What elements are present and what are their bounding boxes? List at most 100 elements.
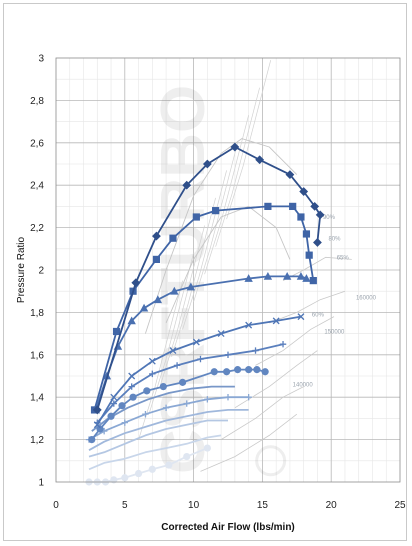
data-point-plus (110, 400, 117, 407)
data-point-circle (234, 366, 242, 374)
data-point-diamond (92, 405, 102, 415)
data-point-circle (118, 402, 126, 410)
data-point-triangle (302, 274, 311, 282)
data-point-circle (96, 425, 104, 433)
efficiency-line (160, 225, 205, 385)
x-axis-title: Corrected Air Flow (lbs/min) (161, 522, 295, 533)
y-tick-label: 1,4 (30, 393, 44, 404)
data-point-square (302, 230, 311, 238)
data-point-x (169, 347, 177, 355)
map-annotations: 160000 150000 140000 90% 80% 65% 60% (293, 215, 377, 388)
chart-frame: CSRFTURBO 160000 150000 140000 90% 80% 65% 60%… (3, 3, 407, 541)
y-tick-label: 2 (38, 266, 44, 277)
data-point-plus (252, 347, 259, 354)
data-point-circle (178, 378, 187, 386)
data-point-x (272, 317, 280, 325)
data-point-circle (143, 387, 151, 395)
data-point-plus (197, 355, 204, 363)
y-axis-title: Pressure Ratio (16, 236, 27, 303)
plot-area-border (55, 57, 401, 483)
series-line (88, 409, 249, 451)
data-point-x (93, 421, 101, 429)
data-point-square (212, 207, 220, 215)
data-point-circle (121, 474, 129, 482)
data-point-square (264, 202, 272, 210)
map-annotation: 90% (323, 215, 336, 221)
data-point-diamond (230, 142, 240, 152)
y-tick-label: 1,8 (30, 308, 44, 319)
y-tick-label: 2,4 (30, 181, 44, 192)
y-tick-label: 1,6 (30, 350, 44, 361)
data-point-triangle (153, 295, 163, 304)
data-point-triangle (244, 274, 253, 282)
data-point-diamond (131, 278, 141, 288)
data-point-circle (134, 469, 143, 478)
data-point-square (152, 255, 161, 263)
data-point-plus (224, 394, 232, 401)
watermark-registered-icon (255, 445, 287, 477)
y-tick-label: 1,2 (30, 435, 44, 446)
data-point-square (297, 213, 305, 221)
data-point-plus (204, 396, 211, 403)
data-point-plus (279, 341, 287, 348)
efficiency-line (171, 197, 216, 358)
series-layer (85, 142, 325, 486)
speed-line (200, 413, 298, 472)
data-point-plus (128, 383, 135, 390)
efficiency-island-inner (165, 205, 291, 324)
map-annotation: 150000 (324, 330, 345, 336)
data-point-circle (129, 393, 137, 401)
data-point-diamond (255, 155, 265, 165)
data-point-triangle (170, 286, 179, 295)
series-line (88, 419, 228, 458)
data-point-x (110, 393, 118, 401)
map-annotation: 140000 (293, 383, 314, 389)
compressor-map-lines (138, 60, 352, 472)
efficiency-island-outer (144, 138, 298, 334)
data-point-x (148, 357, 156, 365)
map-annotation: 160000 (356, 296, 377, 302)
data-point-circle (245, 366, 253, 374)
map-annotation: 80% (328, 236, 341, 242)
data-point-circle (88, 436, 96, 444)
data-point-diamond (152, 231, 161, 241)
data-point-square (289, 202, 297, 210)
data-point-triangle (296, 271, 306, 280)
pressure-ratio-chart: CSRFTURBO 160000 150000 140000 90% 80% 65% 60%… (16, 54, 406, 534)
data-point-circle (148, 465, 156, 473)
data-point-diamond (315, 210, 325, 220)
y-tick-label: 2,6 (30, 138, 44, 149)
data-point-circle (107, 412, 115, 420)
data-point-triangle (127, 316, 136, 325)
speed-line (255, 316, 335, 366)
x-tick-label: 20 (326, 500, 338, 511)
watermark-text: CSRFTURBO (149, 85, 218, 474)
data-point-diamond (299, 187, 309, 196)
data-point-square (309, 277, 317, 285)
data-point-triangle (263, 271, 273, 280)
data-point-plus (162, 404, 170, 411)
data-point-plus (121, 419, 128, 426)
data-point-x (245, 321, 253, 329)
data-point-circle (203, 444, 211, 452)
data-point-circle (183, 452, 191, 461)
data-point-triangle (139, 303, 149, 312)
data-point-plus (245, 394, 252, 401)
x-tick-label: 15 (257, 500, 269, 511)
map-annotation: 60% (312, 313, 325, 319)
major-gridlines (56, 58, 400, 482)
y-tick-labels: 1 1,2 1,4 1,6 1,8 2 2,2 2,4 2,6 2,8 3 (30, 54, 44, 489)
efficiency-line (149, 252, 194, 413)
speed-line (234, 350, 318, 409)
data-point-circle (210, 368, 218, 376)
data-point-square (192, 213, 200, 221)
data-point-plus (224, 351, 232, 358)
efficiency-line (204, 115, 249, 275)
data-point-diamond (202, 159, 212, 169)
data-point-circle (261, 368, 269, 376)
series-line (96, 315, 302, 426)
efficiency-line (226, 60, 272, 220)
speed-line (220, 386, 304, 440)
y-tick-label: 3 (38, 54, 44, 65)
data-point-plus (149, 370, 156, 378)
